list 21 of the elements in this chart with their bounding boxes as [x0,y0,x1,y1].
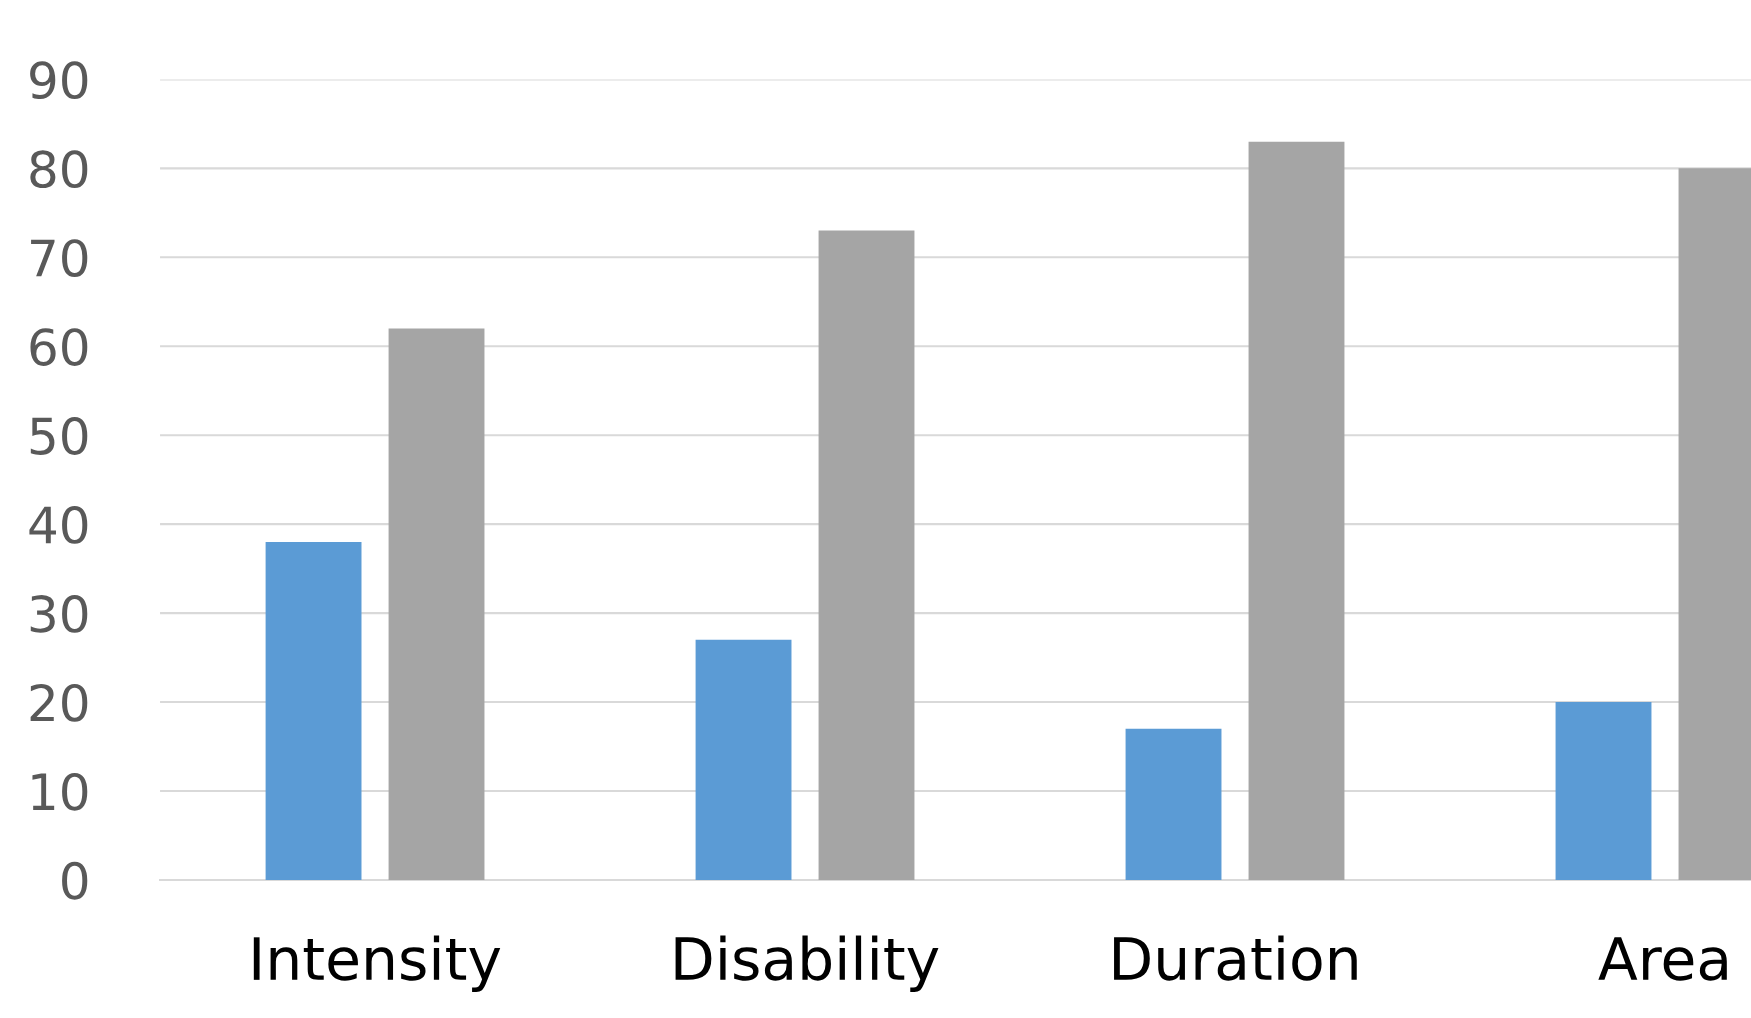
bar [1555,702,1652,880]
x-tick-label: Intensity [253,935,501,992]
y-tick-label: 50 [30,417,88,455]
y-tick-label: 40 [29,506,88,544]
bar [695,639,792,880]
bar [388,328,485,880]
x-tick-label: Duration [1114,935,1357,981]
y-tick-label: 10 [32,772,88,811]
bar [1248,141,1345,880]
x-tick-label: Area [1598,937,1727,981]
bar [265,541,362,880]
y-tick-label: 80 [30,150,88,189]
y-tick-label: 70 [31,239,88,278]
y-tick-label: 20 [30,683,88,722]
y-tick-label: 30 [30,594,88,633]
y-tick-label: 0 [62,861,88,900]
y-tick-label: 90 [30,61,88,100]
bar [1125,728,1222,880]
x-tick-label: Disability [675,935,939,992]
y-tick-label: 60 [30,328,88,366]
bar [818,230,915,880]
